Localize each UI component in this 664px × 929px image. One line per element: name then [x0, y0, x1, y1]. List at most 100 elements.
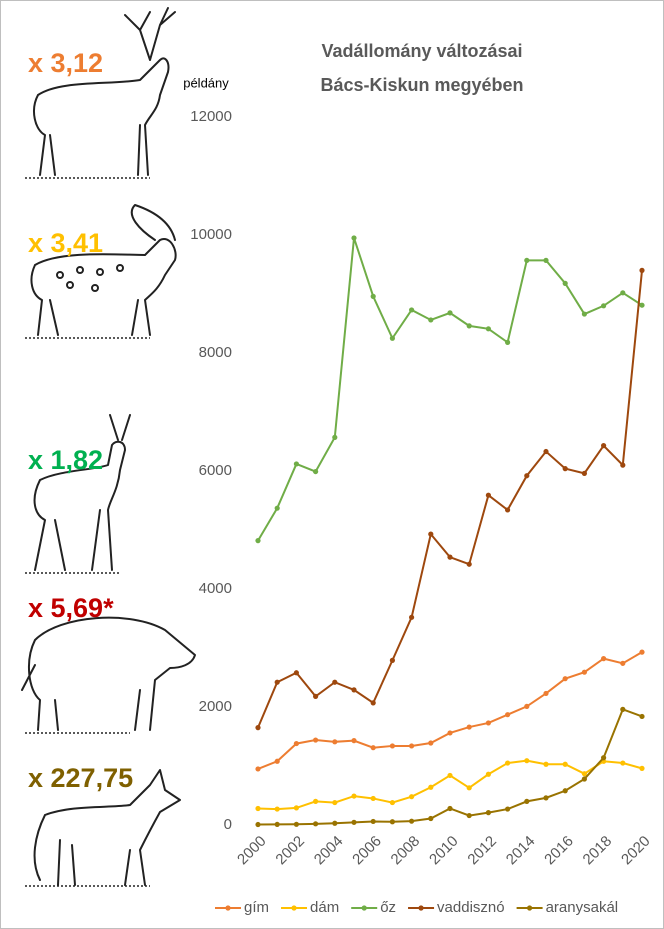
- ratio-label: x 1,82: [28, 445, 103, 475]
- data-point: [505, 712, 511, 718]
- data-point: [466, 724, 472, 730]
- data-point: [620, 760, 626, 766]
- data-point: [543, 448, 549, 455]
- data-point: [351, 687, 357, 693]
- data-point: [581, 311, 588, 317]
- data-point: [581, 771, 588, 777]
- data-point: [255, 821, 261, 828]
- data-point: [639, 267, 645, 273]
- data-point: [274, 806, 280, 812]
- data-point: [505, 760, 511, 766]
- data-point: [562, 788, 568, 794]
- data-point: [581, 470, 588, 476]
- data-point: [485, 492, 491, 498]
- data-point: [389, 657, 395, 663]
- data-point: [332, 799, 338, 806]
- data-point: [620, 706, 626, 712]
- legend-marker: [225, 905, 231, 911]
- data-point: [409, 818, 415, 824]
- legend-marker: [526, 905, 533, 911]
- y-tick-label: 2000: [199, 698, 232, 715]
- legend-label: aranysakál: [546, 899, 619, 916]
- data-point: [543, 257, 549, 263]
- y-tick-label: 8000: [199, 344, 232, 361]
- data-point: [524, 798, 530, 805]
- data-point: [255, 805, 261, 812]
- jackal: [25, 769, 181, 887]
- data-point: [313, 468, 319, 475]
- data-point: [466, 812, 472, 819]
- data-point: [524, 703, 530, 710]
- wild-boar: [21, 616, 196, 734]
- data-point: [466, 323, 472, 329]
- legend-label: gím: [244, 899, 269, 916]
- data-point: [485, 720, 491, 726]
- data-point: [255, 538, 261, 544]
- legend-label: őz: [380, 899, 396, 916]
- data-point: [313, 821, 319, 827]
- data-point: [370, 700, 376, 706]
- data-point: [562, 280, 568, 286]
- data-point: [601, 656, 607, 662]
- data-point: [274, 505, 280, 511]
- data-point: [332, 679, 338, 685]
- data-point: [524, 473, 530, 479]
- data-point: [620, 290, 626, 296]
- data-point: [620, 660, 626, 666]
- data-point: [524, 758, 530, 764]
- data-point: [620, 462, 626, 468]
- data-point: [409, 614, 415, 620]
- data-point: [389, 743, 395, 749]
- ratio-label: x 3,12: [28, 48, 103, 78]
- data-point: [562, 676, 568, 682]
- ratio-label: x 3,41: [28, 228, 103, 258]
- data-point: [409, 307, 415, 313]
- data-point: [562, 466, 568, 472]
- data-point: [447, 554, 453, 560]
- data-point: [428, 815, 434, 822]
- legend-label: dám: [310, 899, 339, 916]
- y-tick-label: 4000: [199, 580, 232, 597]
- data-point: [601, 303, 607, 309]
- data-point: [389, 819, 395, 825]
- y-tick-label: 6000: [199, 462, 232, 479]
- data-point: [505, 507, 511, 513]
- data-point: [447, 730, 453, 736]
- data-point: [293, 805, 299, 811]
- data-point: [505, 339, 511, 345]
- data-point: [370, 293, 376, 299]
- data-point: [505, 806, 511, 812]
- legend-marker: [291, 905, 297, 911]
- legend-marker: [418, 905, 424, 911]
- roe-deer: [25, 414, 131, 574]
- data-point: [485, 810, 491, 816]
- data-point: [313, 693, 319, 699]
- data-point: [581, 669, 588, 675]
- ratio-label: x 5,69*: [28, 593, 114, 623]
- data-point: [370, 795, 376, 802]
- data-point: [639, 302, 645, 308]
- data-point: [370, 745, 376, 751]
- red-deer: [25, 7, 176, 179]
- data-point: [543, 795, 549, 801]
- data-point: [562, 761, 568, 767]
- data-point: [274, 821, 280, 828]
- data-point: [293, 670, 299, 676]
- y-tick-label: 10000: [190, 226, 232, 243]
- data-point: [255, 725, 261, 731]
- data-point: [389, 335, 395, 341]
- data-point: [332, 434, 338, 440]
- data-point: [447, 805, 453, 812]
- data-point: [639, 713, 645, 720]
- legend-marker: [361, 905, 367, 911]
- y-axis-label: példány: [183, 75, 229, 90]
- data-point: [639, 649, 645, 655]
- data-point: [351, 793, 357, 799]
- data-point: [351, 235, 357, 241]
- data-point: [485, 326, 491, 332]
- data-point: [428, 740, 434, 746]
- data-point: [428, 784, 434, 790]
- chart-title: Vadállomány változásai: [321, 41, 522, 61]
- fallow-deer: [25, 204, 177, 339]
